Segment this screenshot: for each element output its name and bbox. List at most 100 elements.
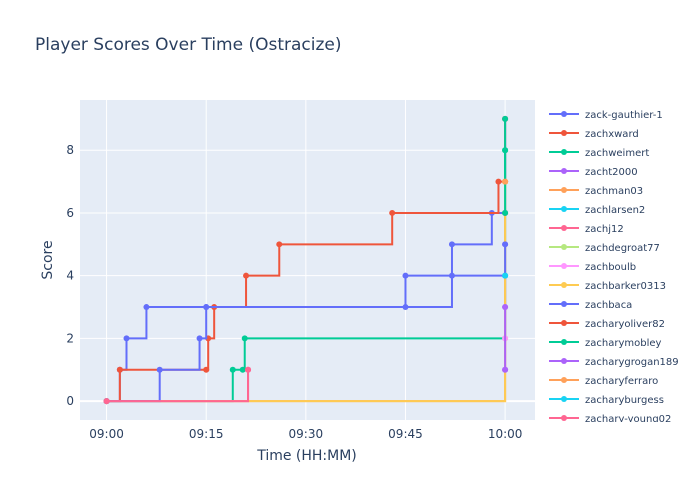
legend-item[interactable]: zachbaca bbox=[549, 300, 632, 311]
legend-label: zachman03 bbox=[585, 186, 643, 197]
data-point bbox=[229, 366, 236, 373]
data-point bbox=[243, 272, 250, 279]
y-axis-ticks: 0 2 4 6 8 bbox=[66, 143, 74, 408]
legend-label: zachboulb bbox=[585, 262, 636, 273]
data-point bbox=[502, 115, 509, 122]
data-point bbox=[123, 335, 130, 342]
legend-item[interactable]: zachary-young02 bbox=[549, 414, 671, 425]
legend-label: zachj12 bbox=[585, 224, 624, 235]
y-tick-label: 0 bbox=[66, 394, 74, 408]
legend-label: zacharyburgess bbox=[585, 395, 664, 406]
x-axis-ticks: 09:00 09:15 09:30 09:45 10:00 bbox=[89, 427, 522, 441]
legend-item[interactable]: zachdegroat77 bbox=[549, 243, 660, 254]
data-point bbox=[276, 241, 283, 248]
legend[interactable]: zack-gauthier-1 zachxward zachweimert zacht… bbox=[549, 110, 679, 425]
legend-swatch-marker bbox=[561, 396, 567, 402]
data-point bbox=[103, 398, 110, 405]
legend-label: zacharygrogan189 bbox=[585, 357, 679, 368]
y-tick-label: 6 bbox=[66, 206, 74, 220]
data-point bbox=[502, 272, 509, 279]
legend-swatch-marker bbox=[561, 377, 567, 383]
data-point bbox=[502, 178, 509, 185]
legend-item[interactable]: zachlarsen2 bbox=[549, 205, 645, 216]
y-axis-title: Score bbox=[40, 240, 56, 279]
legend-item[interactable]: zacharyferraro bbox=[549, 376, 658, 387]
x-tick-label: 10:00 bbox=[488, 427, 523, 441]
legend-swatch-marker bbox=[561, 225, 567, 231]
legend-label: zachlarsen2 bbox=[585, 205, 645, 216]
plot-area bbox=[80, 100, 535, 420]
data-point bbox=[502, 209, 509, 216]
legend-swatch-marker bbox=[561, 149, 567, 155]
legend-swatch-marker bbox=[561, 415, 567, 421]
legend-item[interactable]: zachman03 bbox=[549, 186, 643, 197]
y-tick-label: 8 bbox=[66, 143, 74, 157]
legend-label: zachary-young02 bbox=[585, 414, 671, 425]
data-point bbox=[502, 366, 509, 373]
legend-item[interactable]: zacharymobley bbox=[549, 338, 662, 349]
legend-item[interactable]: zachboulb bbox=[549, 262, 636, 273]
series-line bbox=[106, 244, 507, 403]
data-point bbox=[156, 366, 163, 373]
legend-label: zacharyferraro bbox=[585, 376, 658, 387]
legend-swatch-marker bbox=[561, 320, 567, 326]
legend-item[interactable]: zack-gauthier-1 bbox=[549, 110, 663, 121]
legend-swatch-marker bbox=[561, 339, 567, 345]
legend-swatch-marker bbox=[561, 282, 567, 288]
legend-item[interactable]: zachbarker0313 bbox=[549, 281, 666, 292]
series-zacharyferraro bbox=[502, 178, 509, 185]
legend-label: zack-gauthier-1 bbox=[585, 110, 663, 121]
chart-title: Player Scores Over Time (Ostracize) bbox=[35, 35, 342, 55]
data-point bbox=[241, 335, 248, 342]
data-point bbox=[448, 241, 455, 248]
x-axis-title: Time (HH:MM) bbox=[256, 448, 357, 464]
data-point bbox=[502, 147, 509, 154]
legend-item[interactable]: zacharygrogan189 bbox=[549, 357, 679, 368]
data-point bbox=[448, 272, 455, 279]
data-point bbox=[239, 366, 246, 373]
legend-label: zacharyoliver82 bbox=[585, 319, 665, 330]
y-tick-label: 4 bbox=[66, 269, 74, 283]
data-point bbox=[402, 304, 409, 311]
series-line bbox=[106, 369, 250, 403]
legend-label: zachbaca bbox=[585, 300, 632, 311]
legend-label: zacharymobley bbox=[585, 338, 662, 349]
legend-label: zacht2000 bbox=[585, 167, 638, 178]
data-point bbox=[502, 241, 509, 248]
legend-swatch-marker bbox=[561, 263, 567, 269]
legend-label: zachweimert bbox=[585, 148, 649, 159]
x-tick-label: 09:45 bbox=[388, 427, 423, 441]
legend-item[interactable]: zachj12 bbox=[549, 224, 624, 235]
series-zacharygrogan189 bbox=[502, 304, 509, 373]
series-zacharyburgess bbox=[502, 272, 509, 279]
data-point bbox=[196, 335, 203, 342]
data-point bbox=[245, 366, 252, 373]
legend-item[interactable]: zacharyoliver82 bbox=[549, 319, 665, 330]
legend-swatch-marker bbox=[561, 187, 567, 193]
data-point bbox=[116, 366, 123, 373]
legend-swatch-marker bbox=[561, 111, 567, 117]
legend-swatch-marker bbox=[561, 358, 567, 364]
data-point bbox=[143, 304, 150, 311]
legend-item[interactable]: zacht2000 bbox=[549, 167, 638, 178]
data-point bbox=[502, 304, 509, 311]
series-zachary-young02 bbox=[103, 366, 252, 405]
data-point bbox=[203, 304, 210, 311]
legend-swatch-marker bbox=[561, 168, 567, 174]
series-layer bbox=[103, 115, 509, 405]
legend-item[interactable]: zachweimert bbox=[549, 148, 649, 159]
data-point bbox=[495, 178, 502, 185]
legend-item[interactable]: zacharyburgess bbox=[549, 395, 664, 406]
legend-swatch-marker bbox=[561, 244, 567, 250]
legend-label: zachdegroat77 bbox=[585, 243, 660, 254]
legend-swatch-marker bbox=[561, 130, 567, 136]
legend-label: zachxward bbox=[585, 129, 639, 140]
y-tick-label: 2 bbox=[66, 331, 74, 345]
legend-item[interactable]: zachxward bbox=[549, 129, 639, 140]
legend-swatch-marker bbox=[561, 206, 567, 212]
x-tick-label: 09:15 bbox=[189, 427, 224, 441]
data-point bbox=[389, 209, 396, 216]
x-tick-label: 09:30 bbox=[289, 427, 324, 441]
legend-swatch-marker bbox=[561, 301, 567, 307]
